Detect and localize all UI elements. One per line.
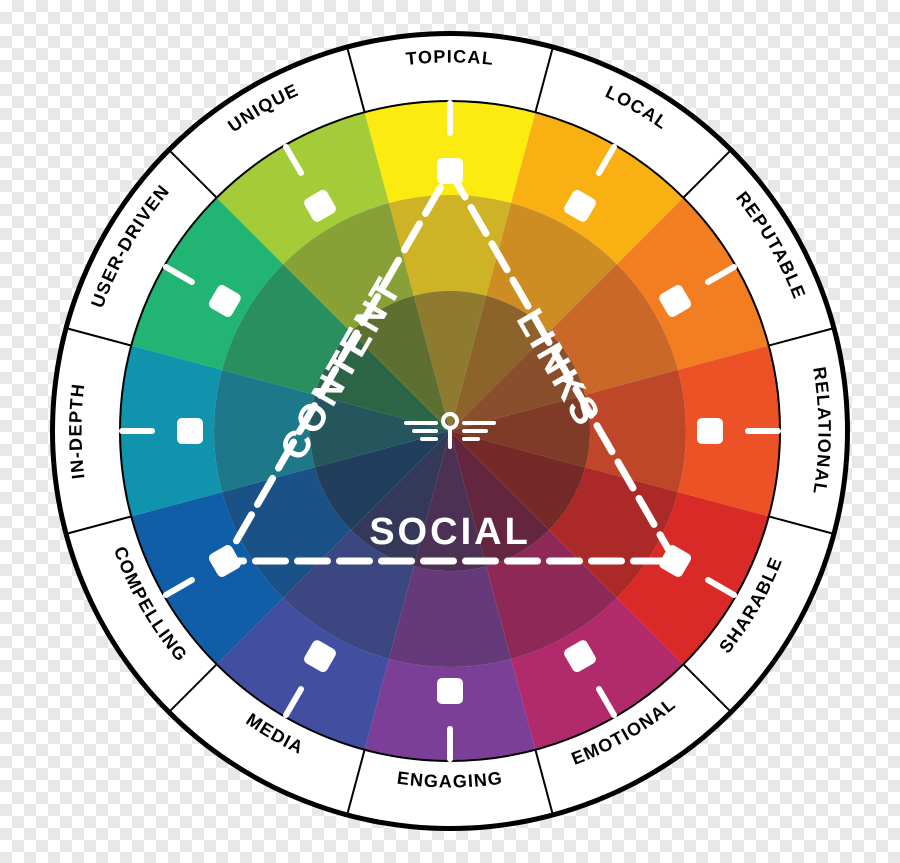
marker-9 bbox=[177, 418, 203, 444]
seo-color-wheel: TOPICALLOCALREPUTABLERELATIONALSHARABLEE… bbox=[0, 0, 900, 863]
marker-0 bbox=[437, 158, 463, 184]
inner-label-social: SOCIAL bbox=[369, 511, 531, 553]
marker-3 bbox=[697, 418, 723, 444]
outer-label-topical: TOPICAL bbox=[405, 46, 495, 69]
marker-6 bbox=[437, 678, 463, 704]
